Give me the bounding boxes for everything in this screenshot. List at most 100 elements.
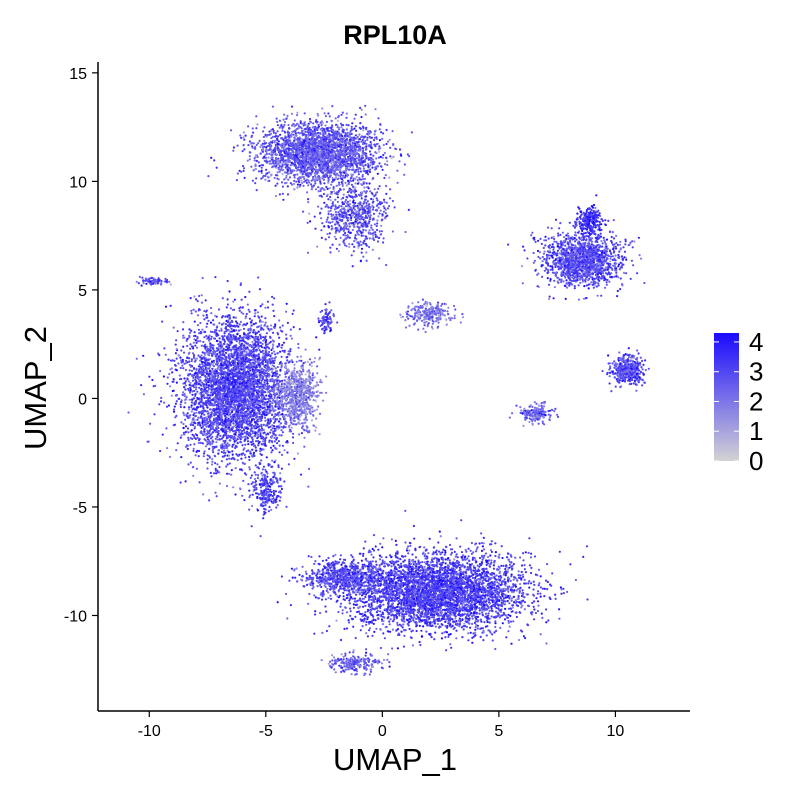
- cell-point: [393, 206, 396, 209]
- cell-point: [241, 150, 244, 153]
- cell-point: [311, 164, 314, 167]
- cell-point: [352, 185, 355, 188]
- cell-point: [160, 396, 163, 399]
- cell-point: [303, 148, 306, 152]
- cell-point: [338, 150, 342, 153]
- cell-point: [356, 232, 359, 235]
- cell-point: [211, 435, 214, 438]
- cell-point: [307, 174, 310, 177]
- cell-point: [337, 154, 340, 157]
- cell-point: [329, 126, 332, 129]
- cell-point: [202, 314, 205, 317]
- cell-point: [370, 143, 373, 146]
- cell-point: [392, 143, 395, 146]
- cell-point: [183, 386, 186, 389]
- cell-point: [180, 349, 183, 352]
- cell-point: [158, 403, 161, 406]
- cell-point: [338, 126, 341, 129]
- cell-point: [268, 152, 271, 155]
- cell-point: [261, 164, 265, 167]
- cell-point: [309, 132, 312, 135]
- cell-point: [373, 195, 376, 198]
- cell-point: [310, 188, 313, 191]
- cell-point: [255, 143, 258, 146]
- cell-point: [287, 123, 290, 127]
- cell-point: [309, 220, 312, 223]
- cell-point: [377, 187, 380, 190]
- cell-point: [345, 116, 348, 119]
- cell-point: [340, 164, 343, 167]
- cell-point: [251, 127, 254, 130]
- cell-point: [260, 166, 263, 169]
- cell-point: [354, 234, 357, 237]
- cell-point: [365, 155, 368, 158]
- cell-point: [313, 128, 316, 131]
- cell-point: [297, 342, 300, 346]
- cell-point: [248, 373, 251, 376]
- cell-point: [251, 179, 254, 182]
- cell-point: [339, 122, 343, 125]
- cell-point: [345, 216, 348, 220]
- cell-point: [325, 220, 328, 223]
- cell-point: [257, 355, 260, 358]
- cell-point: [339, 141, 342, 144]
- cell-point: [233, 348, 236, 351]
- cell-point: [326, 205, 329, 208]
- cell-point: [307, 164, 310, 167]
- cell-point: [344, 144, 347, 147]
- cell-point: [322, 133, 325, 137]
- cell-point: [326, 216, 329, 219]
- cell-point: [243, 176, 246, 179]
- cell-point: [351, 195, 354, 198]
- cell-point: [254, 145, 257, 149]
- cell-point: [360, 247, 364, 250]
- cell-point: [281, 185, 284, 188]
- cell-point: [353, 127, 356, 130]
- cell-point: [362, 129, 365, 132]
- cell-point: [291, 130, 294, 133]
- cell-point: [346, 167, 349, 170]
- cell-point: [359, 170, 362, 173]
- cell-point: [360, 193, 363, 196]
- cell-point: [403, 173, 406, 176]
- cell-point: [296, 186, 299, 189]
- cell-point: [368, 182, 371, 185]
- cell-point: [354, 134, 357, 137]
- cell-point: [323, 225, 326, 228]
- cell-point: [283, 113, 286, 116]
- cell-point: [297, 162, 300, 165]
- cell-point: [281, 129, 284, 132]
- cell-point: [247, 144, 250, 147]
- cell-point: [346, 196, 349, 199]
- cell-point: [331, 217, 334, 220]
- cell-point: [310, 361, 313, 364]
- cell-point: [353, 117, 356, 120]
- cell-point: [269, 160, 272, 163]
- cell-point: [348, 199, 352, 202]
- cell-point: [315, 133, 318, 136]
- cell-point: [374, 233, 377, 236]
- cell-point: [264, 174, 267, 178]
- cell-point: [293, 164, 296, 167]
- cell-point: [327, 176, 330, 179]
- cell-point: [285, 181, 288, 184]
- cell-point: [354, 182, 357, 185]
- cell-point: [295, 145, 298, 148]
- cell-point: [319, 132, 322, 136]
- cell-point: [333, 216, 336, 219]
- cell-point: [270, 157, 273, 160]
- cell-point: [198, 294, 201, 298]
- cell-point: [293, 125, 296, 128]
- cell-point: [255, 177, 258, 180]
- cell-point: [259, 152, 262, 155]
- cell-point: [368, 211, 371, 214]
- cell-point: [175, 400, 178, 403]
- cell-point: [327, 165, 330, 168]
- cell-point: [274, 323, 277, 326]
- cell-point: [272, 131, 275, 134]
- cell-point: [362, 156, 365, 159]
- cell-point: [304, 144, 307, 147]
- cell-point: [184, 418, 187, 421]
- cell-point: [219, 434, 222, 437]
- cell-point: [359, 259, 362, 262]
